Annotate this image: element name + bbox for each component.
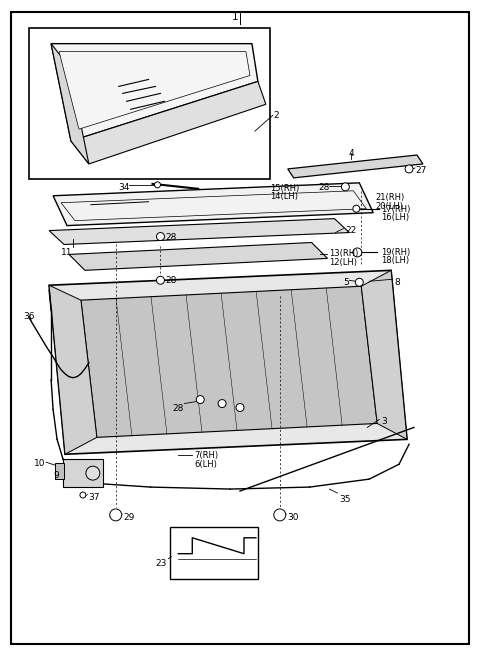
Circle shape	[155, 182, 160, 188]
Text: 23: 23	[155, 559, 167, 567]
Text: 6(LH): 6(LH)	[194, 461, 217, 469]
Text: 7(RH): 7(RH)	[194, 451, 218, 461]
Polygon shape	[71, 81, 266, 164]
Circle shape	[236, 403, 244, 411]
Bar	[63, 459, 103, 487]
Text: 12(LH): 12(LH)	[329, 258, 358, 268]
Text: 8: 8	[394, 278, 400, 287]
Text: 3: 3	[381, 417, 387, 426]
Text: 9: 9	[53, 471, 59, 480]
Text: 15(RH): 15(RH)	[270, 184, 299, 193]
Polygon shape	[51, 44, 89, 164]
Text: 21(RH): 21(RH)	[375, 193, 405, 202]
Polygon shape	[288, 155, 423, 178]
Circle shape	[353, 205, 360, 212]
Circle shape	[218, 400, 226, 407]
Polygon shape	[61, 191, 366, 220]
Circle shape	[355, 278, 363, 286]
Circle shape	[156, 276, 165, 284]
Text: 1: 1	[232, 12, 239, 22]
Text: 19(RH): 19(RH)	[381, 249, 410, 257]
Text: 29: 29	[124, 513, 135, 522]
Circle shape	[405, 165, 413, 173]
Circle shape	[341, 183, 349, 191]
Bar	[55, 463, 64, 479]
Polygon shape	[12, 12, 468, 644]
Text: 13(RH): 13(RH)	[329, 249, 359, 258]
Text: 35: 35	[339, 495, 351, 504]
Circle shape	[86, 466, 100, 480]
Text: 36: 36	[23, 312, 35, 321]
Text: 20(LH): 20(LH)	[375, 202, 403, 211]
Text: 28: 28	[166, 276, 177, 285]
Circle shape	[196, 396, 204, 403]
Polygon shape	[49, 285, 97, 454]
Text: 17(RH): 17(RH)	[381, 205, 410, 214]
Circle shape	[156, 233, 165, 241]
Circle shape	[353, 248, 362, 257]
Polygon shape	[59, 52, 250, 129]
Text: 4: 4	[348, 149, 354, 158]
Polygon shape	[81, 286, 377, 438]
Text: 2: 2	[274, 112, 279, 120]
Polygon shape	[53, 183, 373, 226]
Text: 27: 27	[415, 166, 426, 175]
Text: 22: 22	[346, 226, 357, 235]
Polygon shape	[361, 270, 407, 440]
Circle shape	[80, 492, 86, 498]
Text: 28: 28	[172, 403, 183, 413]
Polygon shape	[69, 243, 327, 270]
Polygon shape	[51, 44, 258, 141]
Text: 30: 30	[288, 513, 299, 522]
Text: 5: 5	[344, 278, 349, 287]
Text: 16(LH): 16(LH)	[381, 213, 409, 222]
Text: 28: 28	[318, 183, 329, 192]
Bar	[170, 527, 258, 579]
Text: 28: 28	[166, 233, 177, 241]
Circle shape	[110, 509, 122, 521]
Text: 10: 10	[34, 459, 45, 468]
Text: 37: 37	[88, 493, 99, 502]
Polygon shape	[49, 218, 349, 245]
Text: 11: 11	[61, 249, 72, 257]
Text: 14(LH): 14(LH)	[270, 192, 298, 201]
Polygon shape	[29, 28, 270, 179]
Circle shape	[274, 509, 286, 521]
Text: 18(LH): 18(LH)	[381, 256, 409, 266]
Text: 34: 34	[119, 183, 130, 192]
Polygon shape	[49, 270, 407, 454]
